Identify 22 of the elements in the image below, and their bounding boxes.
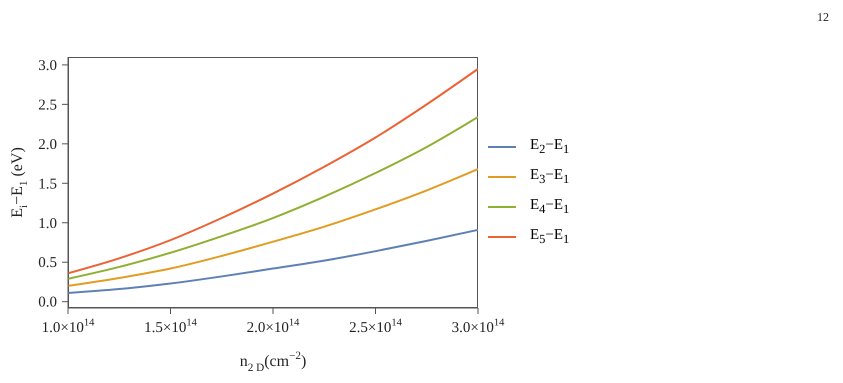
x-tick-label: 3.0×10$^{14}$: [452, 317, 506, 336]
line-series: [68, 168, 478, 287]
legend-label: E$_{4}$−E$_{1}$: [530, 196, 570, 216]
x-tick-label: 2.0×10$^{14}$: [246, 317, 300, 336]
x-axis-title: n$_{2 D}$(cm$^{−2}$): [240, 350, 306, 374]
text: 12: [817, 10, 829, 25]
legend-label: E$_{5}$−E$_{1}$: [530, 226, 570, 246]
y-tick-label: 2.0: [38, 136, 57, 153]
y-tick-label: 0.0: [38, 294, 57, 311]
line-series: [68, 116, 478, 280]
line-series: [68, 68, 478, 274]
x-tick-label: 1.5×10$^{14}$: [144, 317, 198, 336]
y-tick-label: 2.5: [38, 97, 57, 114]
y-tick-label: 0.5: [38, 255, 57, 272]
legend-label: E$_{2}$−E$_{1}$: [530, 136, 570, 156]
legend-label: E$_{3}$−E$_{1}$: [530, 166, 570, 186]
x-tick-label: 1.0×10$^{14}$: [42, 317, 96, 336]
x-tick-label: 2.5×10$^{14}$: [349, 317, 403, 336]
y-tick-label: 1.5: [38, 176, 57, 192]
y-tick-label: 3.0: [38, 58, 57, 74]
line-series: [68, 228, 478, 294]
y-tick-label: 1.0: [38, 216, 57, 232]
